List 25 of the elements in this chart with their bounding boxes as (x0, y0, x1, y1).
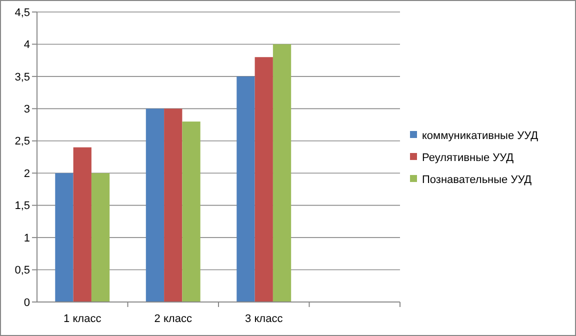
bar (164, 108, 182, 302)
bar (146, 108, 164, 302)
y-tick-label: 0 (24, 296, 30, 309)
y-tick-label: 1 (24, 232, 30, 244)
x-tick-label: 1 класс (64, 313, 102, 325)
y-tick-label: 4,5 (14, 6, 30, 19)
bar (254, 57, 273, 302)
bar (73, 147, 92, 302)
y-tick-label: 3 (24, 104, 30, 116)
x-tick-label: 2 класс (154, 313, 192, 325)
bar (272, 44, 292, 302)
y-tick-label: 2 (24, 168, 30, 180)
legend-label: Познавательные УУД (422, 174, 532, 186)
x-tick-label: 3 класс (245, 313, 284, 325)
y-tick-label: 0,5 (14, 264, 30, 277)
bar (91, 173, 110, 302)
y-tick-label: 1,5 (14, 200, 30, 212)
y-tick-label: 3,5 (14, 71, 30, 84)
bar (236, 76, 255, 302)
y-tick-label: 4 (24, 39, 30, 52)
bar (55, 173, 74, 302)
legend-label: Реулятивные УУД (422, 152, 514, 164)
bar (182, 122, 200, 302)
legend-label: коммуникативные УУД (422, 130, 539, 142)
y-tick-label: 2,5 (14, 136, 30, 148)
